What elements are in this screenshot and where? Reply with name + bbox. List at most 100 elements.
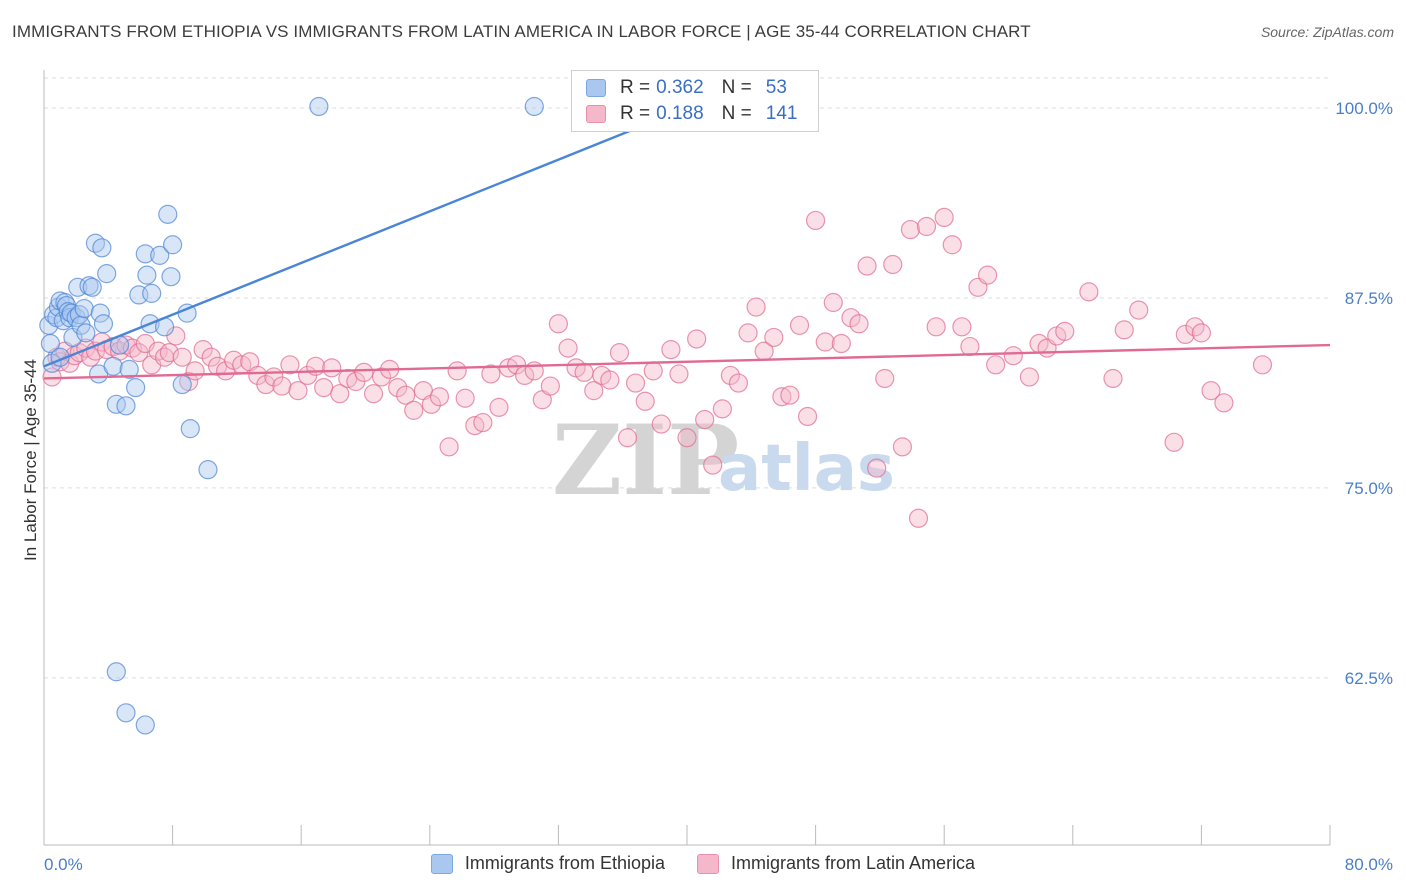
watermark-atlas: atlas [718,432,895,506]
data-point [635,391,655,411]
data-point [272,376,292,396]
data-point [116,396,136,416]
data-point [103,356,123,376]
data-point [960,336,980,357]
data-point [677,428,697,448]
data-point [669,364,689,384]
data-point [1252,355,1273,375]
data-point [180,419,200,439]
data-point [764,327,784,348]
trend-line [43,106,688,368]
data-point [106,394,126,414]
data-point [986,355,1006,375]
data-point [309,96,329,117]
data-point [1201,381,1221,401]
data-point [712,399,732,419]
data-point [687,329,707,349]
data-point [1114,320,1134,340]
data-point [746,297,766,317]
data-point [354,362,374,383]
data-point [135,715,155,735]
data-point [867,458,887,478]
data-point [404,400,424,420]
data-point [772,387,792,407]
y-tick-label: 62.5% [1345,669,1393,688]
data-point [158,204,178,224]
data-point [40,333,61,354]
data-point [455,388,475,408]
data-point [388,377,408,398]
data-point [421,394,442,414]
data-point [1214,393,1234,413]
data-point [288,381,308,401]
data-point [172,347,192,367]
legend-row-latin-america: R = 0.188 N = 141 [586,102,797,126]
data-point [661,340,681,360]
data-point [159,343,179,363]
data-point [93,314,114,334]
data-point [97,264,117,284]
legend-row-ethiopia: R = 0.362 N = 53 [586,76,787,100]
legend-item-ethiopia: Immigrants from Ethiopia [430,853,665,874]
data-point [1055,321,1075,341]
watermark-zip: ZIP [552,404,739,517]
data-point [79,276,99,296]
y-tick-labels: 62.5% 75.0% 87.5% 100.0% [1335,99,1393,688]
legend-n-label: N = [721,103,752,124]
legend-n-value: 141 [765,103,798,124]
data-point [952,317,972,337]
data-point [489,397,509,417]
data-point [942,235,962,255]
data-point [789,315,810,335]
data-point [106,662,126,682]
data-point [1079,282,1099,302]
data-point [524,96,544,117]
legend-r-label: R = [620,103,651,124]
data-point [900,219,921,240]
x-tick-labels: 0.0% 80.0% [44,855,1393,874]
data-point [584,381,604,401]
data-point [193,340,213,360]
data-point [76,323,96,343]
legend-swatch-ethiopia [586,79,606,97]
data-point [934,207,954,228]
legend-label-latin-america: Immigrants from Latin America [731,853,976,873]
data-point [1175,324,1195,345]
data-point [574,362,594,383]
data-point [322,358,342,378]
data-point [82,277,102,297]
data-point [1129,300,1149,320]
data-point [720,365,741,386]
data-point [617,428,638,448]
data-point [780,385,800,405]
data-point [447,361,467,381]
data-point [540,376,560,396]
legend-n-value: 53 [765,77,787,98]
data-point [314,377,334,398]
data-point [703,455,723,475]
series-legend: Immigrants from Ethiopia Immigrants from… [0,853,1406,874]
data-point [161,267,181,287]
data-point [643,361,663,381]
data-point [481,364,501,384]
legend-r-value: 0.188 [656,103,704,124]
legend-item-latin-america: Immigrants from Latin America [697,853,975,874]
data-point [439,437,459,457]
data-point [126,377,146,398]
chart-title: IMMIGRANTS FROM ETHIOPIA VS IMMIGRANTS F… [12,22,1031,41]
legend-swatch-ethiopia [430,853,453,874]
data-point [823,292,843,313]
data-point [137,265,157,285]
series-ethiopia [39,96,544,735]
data-point [831,333,851,354]
data-point [548,314,569,334]
trend-line [43,343,1331,380]
y-tick-label: 87.5% [1345,289,1393,308]
data-point [1191,323,1212,343]
data-point [609,343,630,363]
data-point [926,317,946,337]
data-point [172,374,192,395]
data-point [163,235,183,255]
x-tick-label: 0.0% [44,855,83,874]
